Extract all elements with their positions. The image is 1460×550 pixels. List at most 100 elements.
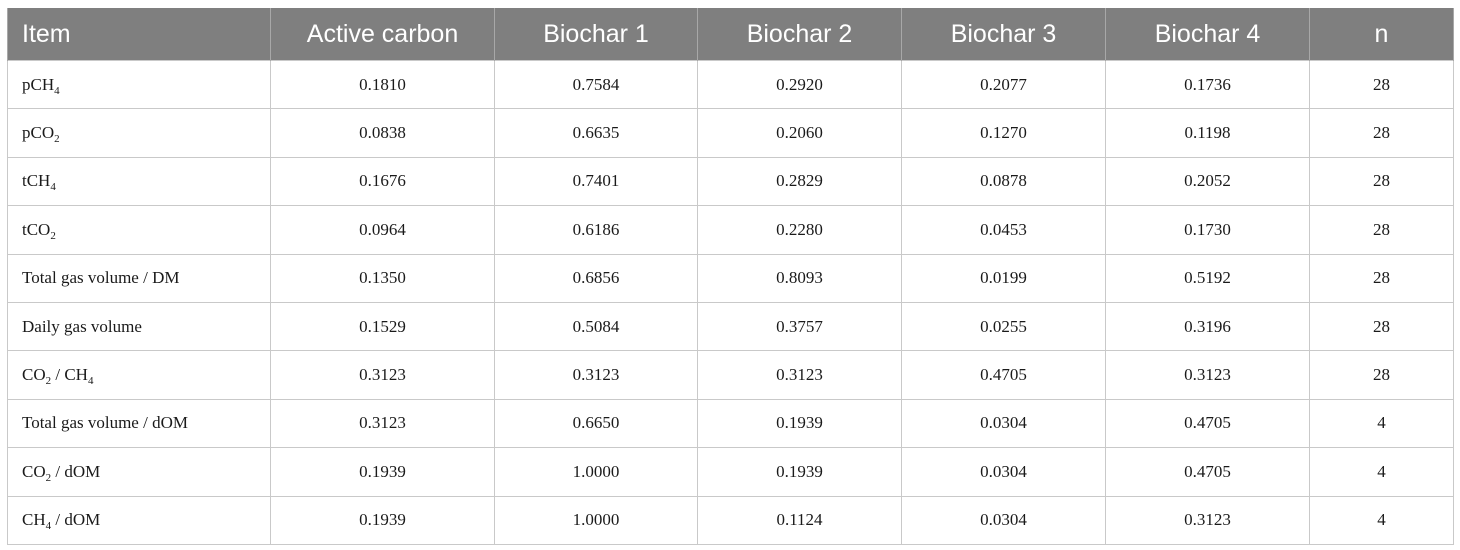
table-row: tCO2 0.0964 0.6186 0.2280 0.0453 0.1730 28 — [7, 205, 1454, 255]
item-subscript: 4 — [87, 375, 94, 388]
table-row: pCO2 0.0838 0.6635 0.2060 0.1270 0.1198 28 — [7, 108, 1454, 158]
item-text: pCH — [22, 74, 55, 94]
cell-biochar-3: 0.0199 — [901, 253, 1106, 303]
row-item-label: CO2 / CH4 — [7, 350, 271, 400]
header-n: n — [1309, 8, 1454, 61]
cell-biochar-1: 0.3123 — [494, 350, 698, 400]
table-row: Total gas volume / DM 0.1350 0.6856 0.8093 0… — [7, 253, 1454, 303]
cell-n: 28 — [1309, 156, 1454, 207]
table-row: CO2 / CH4 0.3123 0.3123 0.3123 0.4705 0.3123 2… — [7, 350, 1454, 400]
table-header: Item Active carbon Biochar 1 Biochar 2 B… — [7, 8, 1454, 61]
cell-biochar-3: 0.0304 — [901, 398, 1106, 449]
data-table: Item Active carbon Biochar 1 Biochar 2 B… — [7, 8, 1454, 545]
cell-biochar-2: 0.2829 — [697, 156, 902, 207]
cell-active-carbon: 0.0838 — [270, 108, 495, 158]
cell-biochar-1: 0.6635 — [494, 108, 698, 158]
item-subscript: 4 — [54, 84, 60, 97]
row-item-label: CO2 / dOM — [7, 447, 271, 497]
cell-active-carbon: 0.1939 — [270, 447, 495, 497]
table-row: CH4 / dOM 0.1939 1.0000 0.1124 0.0304 0.3123 4 — [7, 495, 1454, 545]
row-item-label: tCO2 — [7, 205, 271, 255]
cell-n: 4 — [1309, 447, 1454, 497]
cell-biochar-2: 0.2920 — [697, 59, 902, 110]
item-subscript: 2 — [45, 471, 52, 484]
row-item-label: tCH4 — [7, 156, 271, 207]
cell-biochar-4: 0.3123 — [1105, 495, 1310, 545]
cell-biochar-4: 0.3196 — [1105, 301, 1310, 352]
cell-biochar-2: 0.3757 — [697, 301, 902, 352]
item-text: CO — [22, 461, 46, 481]
cell-biochar-4: 0.1198 — [1105, 108, 1310, 158]
cell-biochar-2: 0.8093 — [697, 253, 902, 303]
table-row: pCH4 0.1810 0.7584 0.2920 0.2077 0.1736 28 — [7, 59, 1454, 110]
header-item: Item — [7, 8, 271, 61]
item-text: tCO — [22, 219, 51, 239]
cell-biochar-1: 1.0000 — [494, 495, 698, 545]
cell-biochar-4: 0.5192 — [1105, 253, 1310, 303]
cell-n: 4 — [1309, 495, 1454, 545]
header-biochar-4: Biochar 4 — [1105, 8, 1310, 61]
item-subscript: 2 — [54, 133, 60, 146]
cell-biochar-3: 0.0878 — [901, 156, 1106, 207]
cell-n: 28 — [1309, 108, 1454, 158]
header-active-carbon: Active carbon — [270, 8, 495, 61]
row-item-label: pCO2 — [7, 108, 271, 158]
cell-biochar-3: 0.2077 — [901, 59, 1106, 110]
cell-biochar-4: 0.1730 — [1105, 205, 1310, 255]
cell-biochar-2: 0.1939 — [697, 447, 902, 497]
header-row: Item Active carbon Biochar 1 Biochar 2 B… — [7, 8, 1454, 61]
cell-biochar-1: 1.0000 — [494, 447, 698, 497]
item-text: Total gas volume / DM — [22, 268, 180, 288]
header-biochar-1: Biochar 1 — [494, 8, 698, 61]
cell-active-carbon: 0.0964 — [270, 205, 495, 255]
table-body: pCH4 0.1810 0.7584 0.2920 0.2077 0.1736 28 pCO2… — [7, 59, 1454, 545]
cell-active-carbon: 0.1810 — [270, 59, 495, 110]
cell-biochar-1: 0.7584 — [494, 59, 698, 110]
item-subscript: 2 — [45, 375, 52, 388]
row-item-label: Total gas volume / DM — [7, 253, 271, 303]
item-text-suffix: / dOM — [51, 461, 101, 481]
row-item-label: Total gas volume / dOM — [7, 398, 271, 449]
cell-n: 4 — [1309, 398, 1454, 449]
row-item-label: pCH4 — [7, 59, 271, 110]
cell-biochar-4: 0.1736 — [1105, 59, 1310, 110]
cell-n: 28 — [1309, 253, 1454, 303]
table-row: Daily gas volume 0.1529 0.5084 0.3757 0.0255… — [7, 301, 1454, 352]
cell-biochar-1: 0.5084 — [494, 301, 698, 352]
item-text: pCO — [22, 123, 55, 143]
cell-biochar-1: 0.6856 — [494, 253, 698, 303]
cell-active-carbon: 0.1350 — [270, 253, 495, 303]
cell-biochar-2: 0.1124 — [697, 495, 902, 545]
cell-biochar-4: 0.3123 — [1105, 350, 1310, 400]
row-item-label: Daily gas volume — [7, 301, 271, 352]
table-row: Total gas volume / dOM 0.3123 0.6650 0.1939… — [7, 398, 1454, 449]
item-text-suffix: / dOM — [51, 510, 101, 530]
table-row: CO2 / dOM 0.1939 1.0000 0.1939 0.0304 0.4705 4 — [7, 447, 1454, 497]
cell-biochar-3: 0.0304 — [901, 447, 1106, 497]
cell-n: 28 — [1309, 301, 1454, 352]
cell-biochar-4: 0.4705 — [1105, 447, 1310, 497]
cell-active-carbon: 0.3123 — [270, 398, 495, 449]
item-subscript: 2 — [50, 229, 56, 242]
header-biochar-2: Biochar 2 — [697, 8, 902, 61]
cell-active-carbon: 0.1939 — [270, 495, 495, 545]
row-item-label: CH4 / dOM — [7, 495, 271, 545]
cell-biochar-2: 0.2060 — [697, 108, 902, 158]
cell-active-carbon: 0.3123 — [270, 350, 495, 400]
cell-active-carbon: 0.1529 — [270, 301, 495, 352]
cell-biochar-2: 0.1939 — [697, 398, 902, 449]
item-text: CO — [22, 365, 46, 385]
cell-n: 28 — [1309, 205, 1454, 255]
cell-biochar-1: 0.7401 — [494, 156, 698, 207]
cell-biochar-3: 0.0255 — [901, 301, 1106, 352]
cell-biochar-3: 0.0304 — [901, 495, 1106, 545]
cell-biochar-1: 0.6650 — [494, 398, 698, 449]
table-container: Item Active carbon Biochar 1 Biochar 2 B… — [7, 8, 1454, 545]
cell-biochar-2: 0.3123 — [697, 350, 902, 400]
item-subscript: 4 — [45, 520, 52, 533]
cell-biochar-3: 0.4705 — [901, 350, 1106, 400]
cell-biochar-2: 0.2280 — [697, 205, 902, 255]
cell-active-carbon: 0.1676 — [270, 156, 495, 207]
cell-biochar-4: 0.2052 — [1105, 156, 1310, 207]
cell-biochar-3: 0.0453 — [901, 205, 1106, 255]
